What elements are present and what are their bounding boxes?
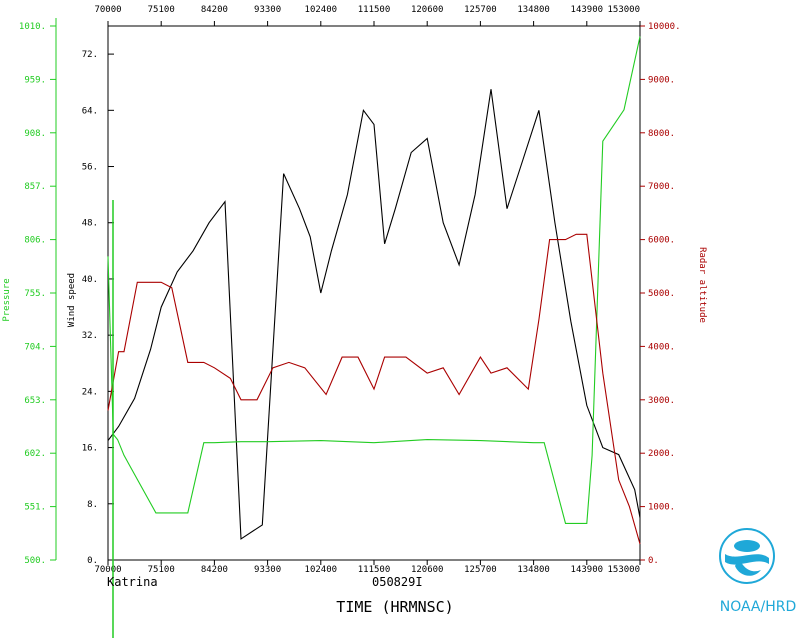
x-tick-label-top: 111500 — [358, 5, 391, 15]
storm-name: Katrina — [107, 575, 158, 589]
altitude-tick-label: 0. — [648, 556, 659, 566]
x-tick-label-top: 153000 — [607, 5, 640, 15]
x-tick-label-bottom: 120600 — [411, 565, 444, 575]
wind-tick-label: 40. — [82, 275, 98, 285]
altitude-tick-label: 7000. — [648, 182, 675, 192]
altitude-tick-label: 8000. — [648, 129, 675, 139]
noaa-logo — [719, 528, 775, 584]
wind-axis-label: Wind speed — [67, 273, 77, 327]
x-tick-label-top: 93300 — [254, 5, 281, 15]
x-tick-label-top: 70000 — [94, 5, 121, 15]
x-tick-label-bottom: 125700 — [464, 565, 497, 575]
x-axes: 70000 70000 75100 75100 84200 84200 93300 93300… — [94, 5, 641, 575]
radar-altitude-line — [107, 233, 641, 545]
altitude-tick-label: 5000. — [648, 289, 675, 299]
x-tick-label-bottom: 75100 — [148, 565, 175, 575]
pressure-tick-label: 806. — [24, 236, 46, 246]
x-tick-label-bottom: 93300 — [254, 565, 281, 575]
altitude-tick-label: 3000. — [648, 396, 675, 406]
right-axis: 0. 1000. 2000. 3000. 4000. 5000. 6000. 7000. 800… — [640, 22, 681, 566]
x-tick-label-bottom: 70000 — [94, 565, 121, 575]
x-tick-label-top: 102400 — [305, 5, 338, 15]
x-tick-label-top: 134800 — [517, 5, 550, 15]
wind-tick-label: 72. — [82, 50, 98, 60]
altitude-tick-label: 10000. — [648, 22, 681, 32]
pressure-axis-label: Pressure — [2, 278, 12, 321]
pressure-tick-label: 653. — [24, 396, 46, 406]
pressure-tick-label: 1010. — [19, 22, 46, 32]
pressure-tick-label: 551. — [24, 503, 46, 513]
x-tick-label-top: 75100 — [148, 5, 175, 15]
altitude-tick-label: 4000. — [648, 342, 675, 352]
logo-text: NOAA/HRD — [720, 599, 797, 615]
x-tick-label-top: 84200 — [201, 5, 228, 15]
plot-border — [107, 25, 641, 561]
x-tick-label-bottom: 84200 — [201, 565, 228, 575]
pressure-line — [107, 36, 641, 524]
wind-speed-line — [107, 89, 641, 540]
x-tick-label-top: 125700 — [464, 5, 497, 15]
x-tick-label-bottom: 102400 — [305, 565, 338, 575]
pressure-tick-label: 755. — [24, 289, 46, 299]
altitude-axis-label: Radar altitude — [697, 247, 707, 323]
left-axes: 500. 551. 602. 653. 704. 755. 806. 857. 908. 959.… — [19, 18, 114, 566]
series-layer — [107, 36, 641, 638]
pressure-tick-label: 704. — [24, 342, 46, 352]
wind-tick-label: 24. — [82, 387, 98, 397]
wind-tick-label: 32. — [82, 331, 98, 341]
wind-tick-label: 64. — [82, 106, 98, 116]
x-tick-label-top: 143900 — [571, 5, 604, 15]
x-tick-label-bottom: 111500 — [358, 565, 391, 575]
x-tick-label-bottom: 143900 — [571, 565, 604, 575]
altitude-tick-label: 6000. — [648, 236, 675, 246]
x-tick-label-top: 120600 — [411, 5, 444, 15]
x-tick-label-bottom: 134800 — [517, 565, 550, 575]
wind-tick-label: 48. — [82, 219, 98, 229]
pressure-tick-label: 959. — [24, 75, 46, 85]
pressure-tick-label: 908. — [24, 129, 46, 139]
wind-tick-label: 0. — [87, 556, 98, 566]
flight-id: 050829I — [372, 575, 423, 589]
pressure-tick-label: 500. — [24, 556, 46, 566]
altitude-tick-label: 9000. — [648, 75, 675, 85]
plot-frame — [107, 25, 641, 561]
x-tick-label-bottom: 153000 — [607, 565, 640, 575]
altitude-tick-label: 1000. — [648, 503, 675, 513]
altitude-tick-label: 2000. — [648, 449, 675, 459]
pressure-tick-label: 602. — [24, 449, 46, 459]
wind-tick-label: 56. — [82, 163, 98, 173]
x-axis-label: TIME (HRMNSC) — [336, 598, 453, 616]
wind-tick-label: 8. — [87, 500, 98, 510]
wind-tick-label: 16. — [82, 444, 98, 454]
pressure-tick-label: 857. — [24, 182, 46, 192]
